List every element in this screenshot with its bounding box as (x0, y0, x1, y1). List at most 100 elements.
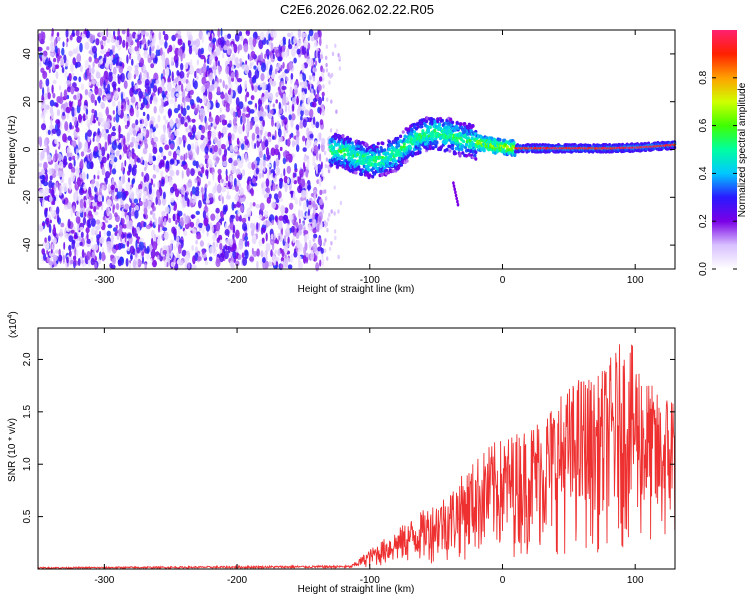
noise-cell (177, 244, 182, 254)
noise-cell (55, 71, 59, 80)
noise-cell (177, 104, 181, 111)
noise-cell (221, 186, 226, 193)
noise-cell (91, 67, 95, 75)
noise-cell (266, 197, 271, 204)
noise-cell (296, 97, 300, 106)
noise-cell (234, 194, 239, 202)
noise-cell (308, 200, 312, 206)
noise-cell (103, 96, 107, 102)
noise-cell (63, 241, 66, 250)
noise-cell (235, 260, 240, 267)
noise-cell (62, 182, 68, 193)
noise-cell (244, 249, 249, 260)
signal-cell (368, 173, 372, 177)
noise-cell (88, 186, 92, 196)
noise-cell (313, 40, 318, 48)
noise-cell (292, 141, 295, 147)
noise-cell (221, 52, 225, 59)
noise-cell (46, 144, 50, 155)
noise-cell (133, 74, 136, 80)
noise-cell (183, 97, 186, 108)
noise-cell (266, 163, 272, 168)
noise-cell (136, 38, 140, 49)
signal-cell (363, 153, 367, 157)
noise-cell (150, 248, 156, 259)
noise-cell (335, 128, 339, 134)
noise-cell (137, 32, 142, 40)
noise-cell (88, 81, 92, 86)
noise-cell (177, 226, 181, 236)
noise-cell (192, 160, 197, 167)
noise-cell (183, 215, 186, 221)
noise-cell (52, 92, 56, 99)
noise-cell (220, 93, 226, 100)
noise-cell (209, 53, 214, 61)
noise-cell (298, 218, 301, 224)
noise-cell (229, 87, 232, 96)
noise-cell (274, 130, 277, 140)
signal-cell (455, 121, 459, 125)
noise-cell (161, 210, 166, 217)
noise-cell (293, 180, 297, 185)
noise-cell (327, 217, 330, 222)
noise-cell (269, 109, 274, 114)
noise-cell (227, 245, 231, 254)
noise-cell (56, 36, 61, 42)
signal-cell (443, 125, 447, 129)
noise-cell (180, 83, 184, 92)
noise-cell (161, 78, 165, 87)
noise-cell (96, 237, 101, 244)
noise-cell (240, 143, 245, 151)
noise-cell (256, 134, 260, 139)
noise-cell (322, 68, 325, 73)
noise-cell (111, 81, 117, 88)
signal-cell (459, 122, 463, 126)
noise-cell (53, 224, 56, 230)
noise-cell (84, 161, 87, 167)
noise-cell (163, 33, 169, 41)
noise-cell (78, 76, 82, 83)
noise-cell (115, 113, 120, 123)
signal-cell (477, 141, 482, 146)
noise-cell (295, 124, 300, 131)
noise-cell (249, 202, 253, 209)
signal-cell (421, 129, 425, 133)
noise-cell (299, 73, 303, 81)
noise-cell (325, 62, 328, 68)
noise-cell (266, 220, 271, 227)
noise-cell (152, 132, 155, 138)
noise-cell (274, 68, 278, 75)
noise-cell (309, 133, 314, 139)
noise-cell (284, 245, 288, 255)
noise-cell (104, 177, 107, 183)
noise-cell (122, 233, 126, 238)
noise-cell (288, 214, 294, 222)
noise-cell (315, 262, 320, 272)
noise-cell (106, 57, 112, 65)
noise-cell (148, 188, 152, 195)
noise-cell (330, 99, 333, 104)
signal-cell (466, 126, 470, 130)
noise-cell (237, 161, 244, 169)
noise-cell (240, 35, 244, 41)
noise-cell (222, 80, 225, 89)
noise-cell (95, 225, 101, 231)
noise-cell (220, 210, 224, 218)
noise-cell (157, 191, 161, 200)
noise-cell (135, 84, 139, 90)
noise-cell (68, 162, 73, 170)
noise-cell (290, 118, 294, 128)
noise-cell (287, 103, 290, 113)
noise-cell (178, 81, 182, 86)
noise-cell (156, 44, 160, 51)
noise-cell (66, 112, 69, 120)
noise-cell (46, 257, 50, 263)
noise-cell (137, 102, 142, 109)
noise-cell (243, 43, 249, 53)
noise-cell (76, 53, 82, 63)
noise-cell (216, 155, 220, 164)
noise-cell (141, 171, 144, 177)
noise-cell (114, 188, 119, 193)
noise-cell (200, 114, 204, 123)
noise-cell (310, 251, 315, 261)
